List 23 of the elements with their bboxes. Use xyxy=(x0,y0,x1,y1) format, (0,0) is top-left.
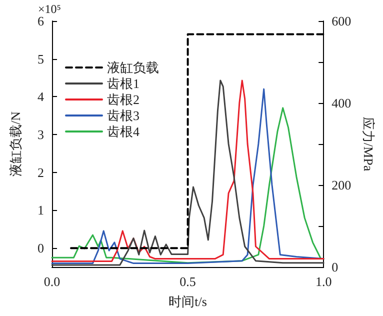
y2-axis-title: 应力/MPa xyxy=(361,116,376,172)
y2-tick-label: 400 xyxy=(332,96,352,110)
y2-tick-label: 600 xyxy=(332,14,352,28)
x-tick-label: 0.5 xyxy=(180,274,196,289)
x-axis-title: 时间t/s xyxy=(168,294,207,309)
legend-label: 齿根2 xyxy=(107,92,140,107)
legend-label: 齿根1 xyxy=(107,76,140,91)
legend-label: 液缸负载 xyxy=(107,60,159,75)
y-axis-title: 液缸负载/N xyxy=(8,110,23,176)
y2-tick-label: 200 xyxy=(332,178,352,192)
y-tick-label: 3 xyxy=(38,127,44,142)
y-tick-label: 4 xyxy=(38,89,44,104)
text: ×10⁵ xyxy=(38,2,61,16)
y-tick-label: 2 xyxy=(38,164,44,180)
y-tick-label: 6 xyxy=(38,14,44,28)
y2-tick-label: 0 xyxy=(332,260,338,274)
x-tick-label: 1.0 xyxy=(315,274,332,289)
legend-label: 齿根4 xyxy=(107,124,140,139)
y-tick-label: 5 xyxy=(38,51,44,66)
x-tick-label: 0.0 xyxy=(44,274,60,289)
y-tick-label: 0 xyxy=(38,240,44,256)
y-tick-label: 1 xyxy=(38,202,44,218)
legend-label: 齿根3 xyxy=(107,108,140,123)
